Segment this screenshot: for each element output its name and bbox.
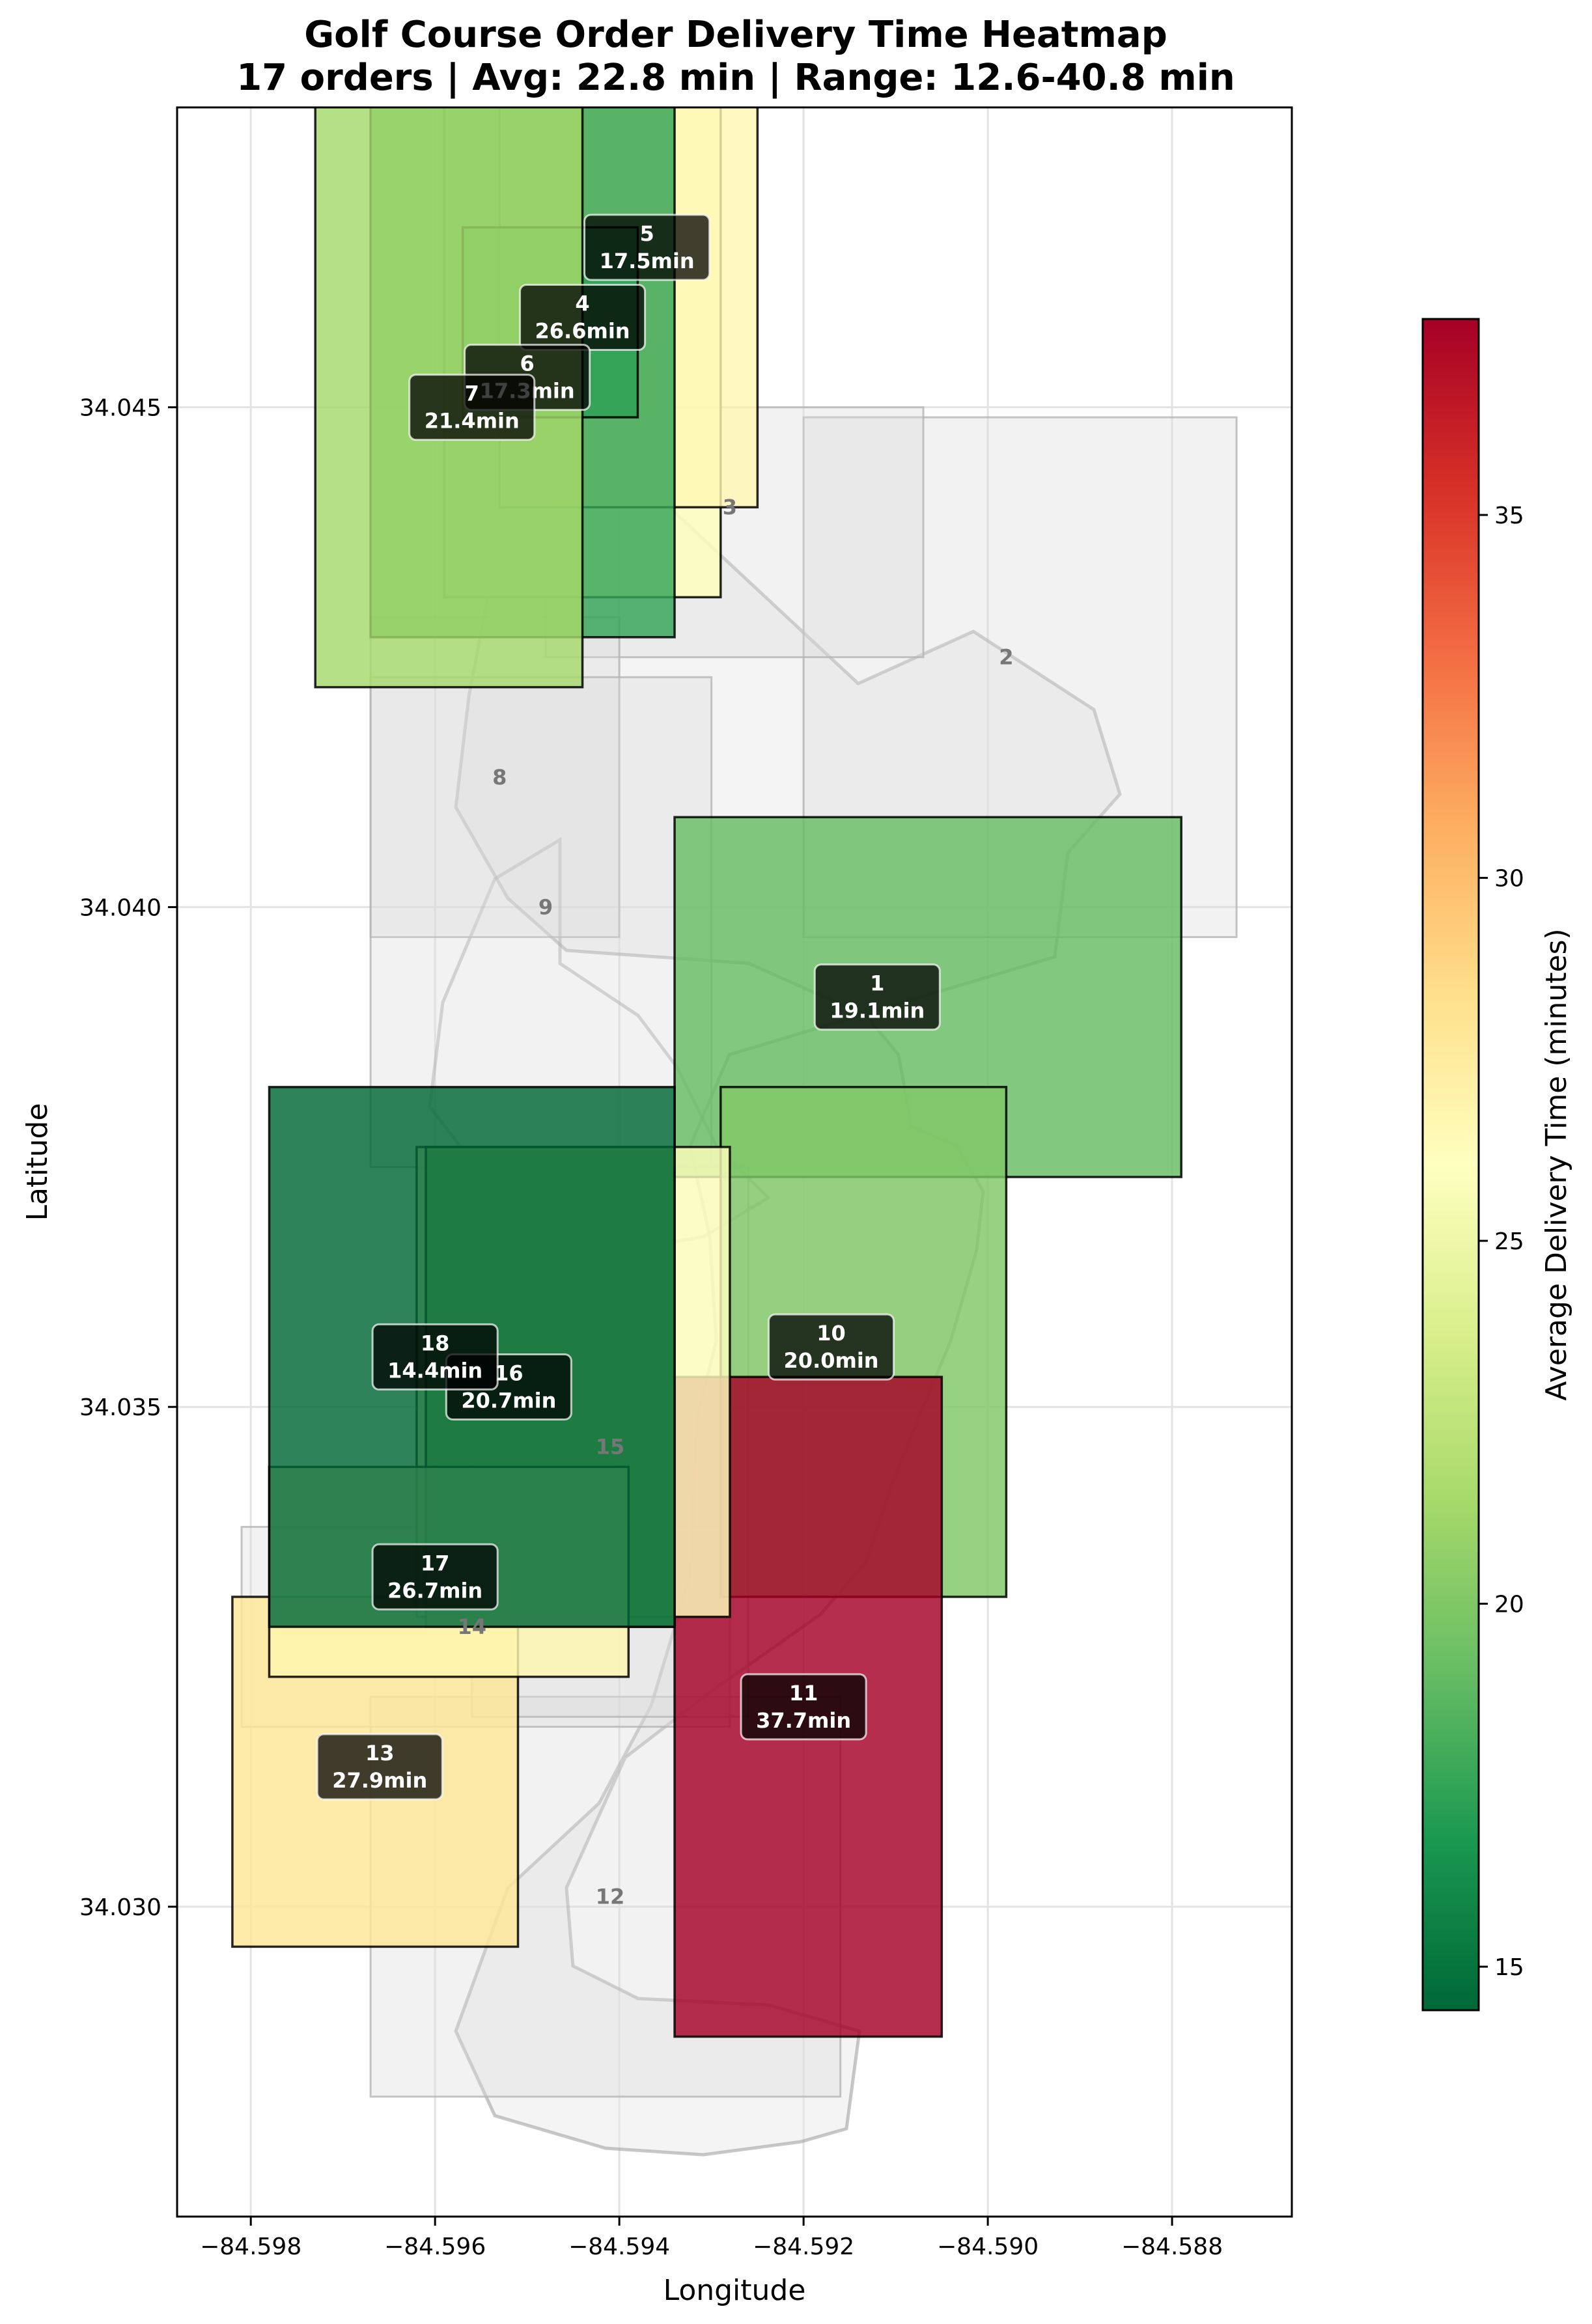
order-badge: 1 19.1min [813,963,941,1031]
hole-number-label: 3 [723,495,737,519]
badge-delivery-time: 17.5min [600,249,695,273]
badge-delivery-time: 21.4min [425,409,520,434]
colorbar-tick-label: 25 [1494,1228,1524,1255]
hole-number-label: 14 [457,1614,486,1639]
colorbar-ticks: 15 20 25 30 35 [1479,503,1524,1981]
badge-hole-number: 7 [465,381,479,406]
badge-hole-number: 6 [520,352,535,376]
badge-hole-number: 17 [421,1551,450,1575]
chart-subtitle: 17 orders | Avg: 22.8 min | Range: 12.6-… [236,57,1235,99]
order-badge: 7 21.4min [408,374,536,441]
x-tick-label: −84.594 [568,2234,670,2260]
colorbar-tick-label: 30 [1494,866,1524,892]
badge-hole-number: 10 [817,1321,846,1346]
badge-delivery-time: 26.6min [535,318,630,343]
order-badge: 13 27.9min [316,1733,443,1801]
y-axis-label: Latitude [21,1103,54,1221]
badge-hole-number: 5 [639,221,654,246]
badge-delivery-time: 19.1min [830,999,925,1023]
badge-background [371,1543,499,1611]
badge-hole-number: 18 [421,1331,450,1355]
hole-number-label: 12 [596,1885,625,1909]
hole-number-labels: 2 3 8 9 12 14 15 [457,495,1013,1909]
hole-number-label: 15 [596,1435,625,1459]
badge-hole-number: 1 [870,971,884,996]
order-badge: 16 20.7min [445,1353,572,1420]
badge-delivery-time: 37.7min [756,1708,851,1733]
badge-background [583,214,711,281]
badge-background [408,374,536,441]
badge-delivery-time: 14.4min [387,1358,482,1383]
plot-frame [176,106,1293,2218]
y-tick-label: 34.045 [79,395,161,422]
x-axis-label: Longitude [663,2274,806,2307]
order-badge: 426.6min [519,283,647,351]
badge-delivery-time: 20.0min [784,1348,879,1373]
badge-background [316,1733,443,1801]
order-badge: 17 26.7min [371,1543,499,1611]
colorbar-tick-label: 35 [1494,503,1524,529]
x-tick-label: −84.588 [1121,2234,1223,2260]
x-tick-label: −84.592 [753,2234,854,2260]
axis-ticks: −84.598 −84.596 −84.594 −84.592 −84.590 −84.5… [79,395,1223,2260]
badge-background [740,1673,867,1741]
x-tick-label: −84.596 [384,2234,486,2260]
colorbar-tick-label: 15 [1494,1954,1524,1981]
badge-delivery-time: 27.9min [332,1768,427,1793]
hole-number-label: 8 [492,765,507,790]
badge-hole-number: 13 [365,1741,395,1765]
order-badges: 119.1min426.6min517.5min617.3min721.4min… [316,214,941,1801]
x-tick-label: −84.598 [200,2234,301,2260]
hole-area-no-orders [369,676,713,1169]
badge-hole-number: 4 [575,291,589,316]
colorbar [1421,318,1480,2012]
hole-number-label: 2 [999,645,1013,670]
y-tick-label: 34.040 [79,894,161,921]
badge-background [768,1313,895,1381]
badge-background [813,963,941,1031]
order-badge: 18 14.4min [371,1323,499,1390]
hole-number-label: 9 [538,894,553,919]
badge-delivery-time: 26.7min [387,1578,482,1603]
badge-hole-number: 11 [789,1681,818,1706]
colorbar-label: Average Delivery Time (minutes) [1540,928,1573,1400]
order-badge: 5 17.5min [583,214,711,281]
badge-hole-number: 16 [494,1361,524,1385]
badge-delivery-time: 20.7min [461,1388,556,1413]
y-tick-label: 34.035 [79,1394,161,1421]
chart-title: Golf Course Order Delivery Time Heatmap [304,14,1167,56]
colorbar-tick-label: 20 [1494,1592,1524,1618]
y-tick-label: 34.030 [79,1894,161,1921]
badge-background [371,1323,499,1390]
x-tick-label: −84.590 [937,2234,1039,2260]
